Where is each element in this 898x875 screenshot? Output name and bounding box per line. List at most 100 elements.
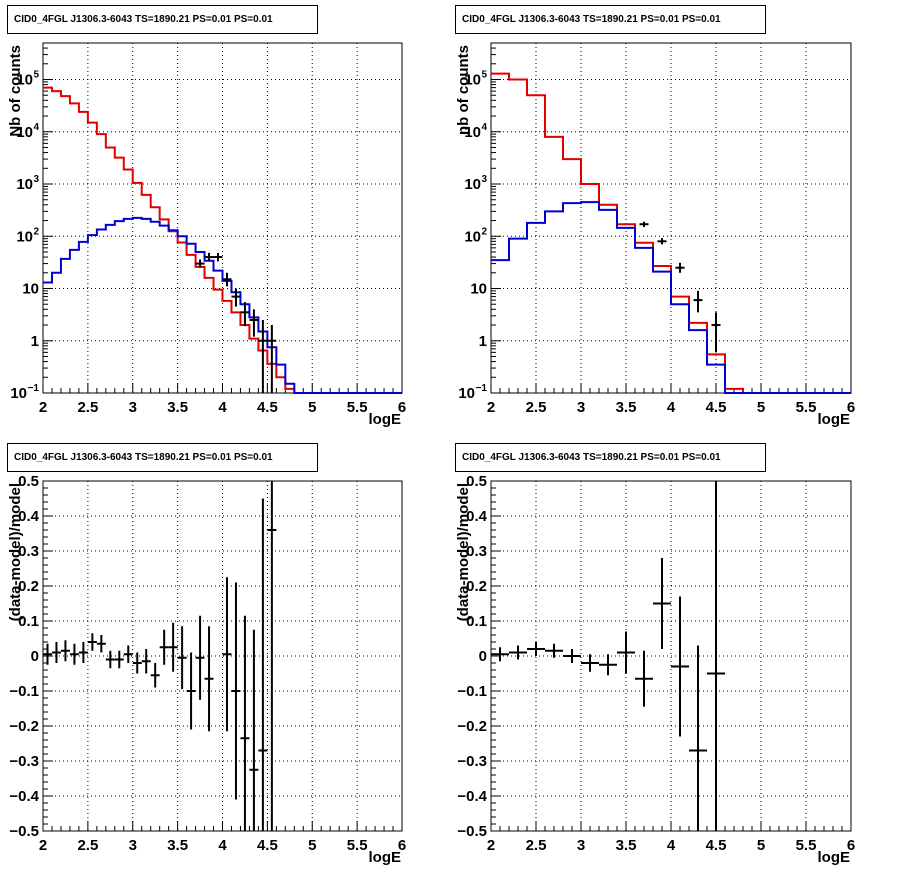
data-point bbox=[78, 642, 88, 663]
x-tick-label: 5.5 bbox=[796, 399, 817, 416]
data-point bbox=[258, 498, 268, 831]
data-point bbox=[491, 647, 509, 662]
y-axis-label: Nb of counts bbox=[7, 45, 24, 137]
data-point bbox=[186, 652, 196, 730]
y-tick-label: 10 bbox=[458, 385, 475, 402]
y-tick-exponent: 4 bbox=[33, 122, 39, 133]
pad4-title: CID0_4FGL J1306.3-6043 TS=1890.21 PS=0.0… bbox=[455, 443, 766, 472]
x-tick-label: 5.5 bbox=[347, 837, 368, 854]
x-axis-label: logE bbox=[369, 411, 402, 428]
data-points bbox=[639, 221, 721, 353]
y-tick-label: 0.5 bbox=[18, 473, 39, 490]
x-tick-label: 4.5 bbox=[706, 837, 727, 854]
y-tick-label: 0.2 bbox=[18, 578, 39, 595]
data-point bbox=[96, 635, 106, 653]
data-points bbox=[491, 481, 725, 831]
y-tick-label: −0.2 bbox=[457, 718, 487, 735]
y-tick-label: 0.4 bbox=[18, 508, 40, 525]
data-points bbox=[195, 252, 277, 393]
data-point bbox=[51, 642, 61, 663]
y-tick-label: 10 bbox=[464, 72, 481, 89]
y-tick-exponent: 4 bbox=[481, 122, 487, 133]
x-tick-label: 4 bbox=[218, 837, 227, 854]
data-point bbox=[240, 302, 250, 327]
y-tick-label: 10 bbox=[464, 228, 481, 245]
x-tick-label: 3 bbox=[129, 837, 137, 854]
data-point bbox=[43, 643, 52, 665]
y-tick-exponent: 5 bbox=[481, 70, 487, 81]
data-point bbox=[249, 309, 259, 337]
data-point bbox=[267, 325, 277, 393]
data-point bbox=[671, 596, 689, 737]
grid bbox=[43, 481, 402, 831]
pad3-title: CID0_4FGL J1306.3-6043 TS=1890.21 PS=0.0… bbox=[7, 443, 318, 472]
data-point bbox=[675, 262, 685, 273]
data-point bbox=[258, 319, 268, 393]
data-point bbox=[204, 626, 214, 732]
data-point bbox=[657, 238, 667, 245]
data-point bbox=[563, 649, 581, 663]
data-point bbox=[240, 615, 250, 831]
x-tick-label: 3.5 bbox=[167, 399, 188, 416]
data-point bbox=[204, 252, 214, 262]
source-model-histogram bbox=[491, 201, 851, 394]
y-tick-label: 0 bbox=[479, 648, 487, 665]
x-tick-label: 4 bbox=[667, 399, 676, 416]
data-point bbox=[711, 312, 721, 353]
y-axis bbox=[491, 42, 501, 394]
data-point bbox=[195, 259, 205, 268]
source-model-histogram bbox=[43, 216, 402, 394]
y-axis bbox=[43, 42, 53, 394]
y-tick-label: 10 bbox=[470, 281, 487, 298]
data-point bbox=[545, 643, 563, 658]
pad1-title: CID0_4FGL J1306.3-6043 TS=1890.21 PS=0.0… bbox=[7, 5, 318, 34]
pad2-title: CID0_4FGL J1306.3-6043 TS=1890.21 PS=0.0… bbox=[455, 5, 766, 34]
data-point bbox=[222, 272, 232, 287]
x-tick-label: 6 bbox=[847, 399, 855, 416]
data-point bbox=[159, 629, 169, 665]
y-tick-label: 10 bbox=[464, 176, 481, 193]
data-point bbox=[581, 654, 599, 672]
y-tick-label: 0.2 bbox=[466, 578, 487, 595]
data-point bbox=[231, 582, 241, 800]
y-axis-label: (data-model)/model bbox=[455, 483, 472, 621]
x-tick-label: 5.5 bbox=[796, 837, 817, 854]
x-tick-label: 5 bbox=[308, 837, 316, 854]
x-tick-label: 6 bbox=[847, 837, 855, 854]
data-point bbox=[168, 622, 178, 672]
y-tick-exponent: 3 bbox=[481, 174, 487, 185]
data-point bbox=[150, 663, 160, 688]
total-model-histogram bbox=[491, 72, 851, 394]
x-tick-label: 3 bbox=[577, 399, 585, 416]
y-tick-label: 10 bbox=[464, 124, 481, 141]
y-tick-label: −0.5 bbox=[9, 823, 39, 840]
y-tick-exponent: 2 bbox=[33, 226, 39, 237]
y-tick-exponent: 5 bbox=[33, 70, 39, 81]
y-tick-label: 1 bbox=[31, 333, 39, 350]
y-tick-label: 10 bbox=[16, 228, 33, 245]
grid bbox=[43, 43, 402, 393]
data-point bbox=[707, 481, 725, 831]
y-tick-label: −0.5 bbox=[457, 823, 487, 840]
data-point bbox=[132, 652, 142, 674]
y-tick-label: −0.3 bbox=[457, 753, 487, 770]
data-point bbox=[635, 650, 653, 707]
x-axis-label: logE bbox=[818, 849, 851, 866]
x-tick-label: 5 bbox=[757, 837, 765, 854]
x-axis bbox=[42, 383, 403, 393]
data-point bbox=[177, 626, 187, 690]
data-point bbox=[123, 645, 133, 663]
data-point bbox=[87, 633, 97, 651]
y-axis bbox=[491, 480, 501, 832]
y-tick-label: −0.3 bbox=[9, 753, 39, 770]
y-tick-exponent: 3 bbox=[33, 174, 39, 185]
y-tick-label: −0.2 bbox=[9, 718, 39, 735]
x-tick-label: 5.5 bbox=[347, 399, 368, 416]
data-point bbox=[599, 654, 617, 676]
data-point bbox=[527, 642, 545, 656]
x-tick-label: 4.5 bbox=[706, 399, 727, 416]
data-point bbox=[689, 645, 707, 831]
